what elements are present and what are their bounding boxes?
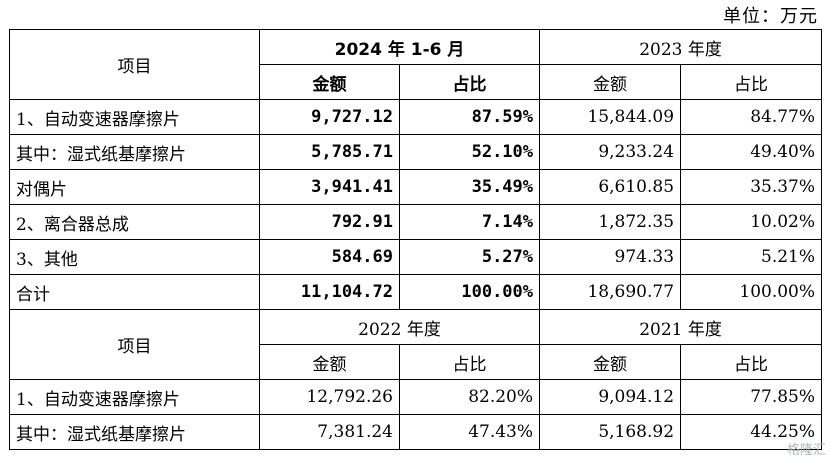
value-cell: 6,610.85 bbox=[539, 169, 682, 205]
value-cell: 7.14% bbox=[398, 204, 541, 240]
row-label: 2、离合器总成 bbox=[9, 204, 260, 240]
value-cell: 5.21% bbox=[680, 239, 823, 275]
value-cell: 100.00% bbox=[680, 274, 823, 310]
value-cell: 18,690.77 bbox=[539, 274, 682, 310]
row-label: 其中：湿式纸基摩擦片 bbox=[9, 414, 260, 450]
table-row: 其中：湿式纸基摩擦片 5,785.71 52.10% 9,233.24 49.40% bbox=[9, 134, 823, 170]
value-cell: 11,104.72 bbox=[259, 274, 400, 310]
value-cell: 9,094.12 bbox=[539, 379, 682, 415]
row-label: 3、其他 bbox=[9, 239, 260, 275]
table-row: 1、自动变速器摩擦片 12,792.26 82.20% 9,094.12 77.85% bbox=[9, 379, 823, 415]
watermark: 格隆汇 bbox=[786, 443, 826, 458]
item-header: 项目 bbox=[9, 29, 260, 100]
value-cell: 15,844.09 bbox=[539, 99, 682, 135]
table-row: 3、其他 584.69 5.27% 974.33 5.21% bbox=[9, 239, 823, 275]
value-cell: 10.02% bbox=[680, 204, 823, 240]
header-row: 项目 2022 年度 2021 年度 bbox=[9, 309, 823, 380]
subheader-row: 金额 占比 金额 占比 bbox=[10, 344, 823, 380]
period-header: 2022 年度 bbox=[258, 309, 541, 345]
column-header: 占比 bbox=[680, 344, 823, 380]
period-header: 2024 年 1-6 月 bbox=[258, 29, 541, 65]
value-cell: 5.27% bbox=[398, 239, 541, 275]
value-cell: 84.77% bbox=[680, 99, 823, 135]
table-row: 对偶片 3,941.41 35.49% 6,610.85 35.37% bbox=[9, 169, 823, 205]
column-header: 金额 bbox=[259, 64, 400, 100]
revenue-breakdown-table: 项目 2024 年 1-6 月 2023 年度 金额 占比 金额 占比 1、自动变速器摩擦片 9… bbox=[9, 29, 823, 450]
value-cell: 49.40% bbox=[680, 134, 823, 170]
value-cell: 5,168.92 bbox=[539, 414, 682, 450]
table-row: 1、自动变速器摩擦片 9,727.12 87.59% 15,844.09 84.77% bbox=[9, 99, 823, 135]
header-row: 项目 2024 年 1-6 月 2023 年度 bbox=[9, 29, 823, 100]
row-label: 1、自动变速器摩擦片 bbox=[9, 379, 260, 415]
value-cell: 35.37% bbox=[680, 169, 823, 205]
unit-label: 单位：万元 bbox=[723, 6, 818, 27]
value-cell: 35.49% bbox=[398, 169, 541, 205]
column-header: 金额 bbox=[259, 344, 400, 380]
value-cell: 87.59% bbox=[398, 99, 541, 135]
value-cell: 44.25% bbox=[680, 414, 823, 450]
period-header: 2023 年度 bbox=[539, 29, 823, 65]
item-header: 项目 bbox=[9, 309, 260, 380]
value-cell: 47.43% bbox=[398, 414, 541, 450]
table-body: 项目 2024 年 1-6 月 2023 年度 金额 占比 金额 占比 1、自动变速器摩擦片 9… bbox=[9, 29, 823, 450]
value-cell: 792.91 bbox=[259, 204, 400, 240]
row-label: 对偶片 bbox=[9, 169, 260, 205]
value-cell: 9,233.24 bbox=[539, 134, 682, 170]
value-cell: 5,785.71 bbox=[259, 134, 400, 170]
value-cell: 584.69 bbox=[259, 239, 400, 275]
table-row: 合计 11,104.72 100.00% 18,690.77 100.00% bbox=[9, 274, 823, 310]
row-label: 1、自动变速器摩擦片 bbox=[9, 99, 260, 135]
period-header: 2021 年度 bbox=[539, 309, 823, 345]
value-cell: 3,941.41 bbox=[259, 169, 400, 205]
column-header: 金额 bbox=[539, 64, 682, 100]
value-cell: 12,792.26 bbox=[259, 379, 400, 415]
value-cell: 7,381.24 bbox=[259, 414, 400, 450]
column-header: 占比 bbox=[398, 344, 541, 380]
column-header: 占比 bbox=[398, 64, 541, 100]
value-cell: 974.33 bbox=[539, 239, 682, 275]
row-label: 其中：湿式纸基摩擦片 bbox=[9, 134, 260, 170]
value-cell: 9,727.12 bbox=[259, 99, 400, 135]
table-row: 2、离合器总成 792.91 7.14% 1,872.35 10.02% bbox=[9, 204, 823, 240]
table-row: 其中：湿式纸基摩擦片 7,381.24 47.43% 5,168.92 44.25% bbox=[9, 414, 823, 450]
column-header: 金额 bbox=[539, 344, 682, 380]
value-cell: 100.00% bbox=[398, 274, 541, 310]
column-header: 占比 bbox=[680, 64, 823, 100]
value-cell: 52.10% bbox=[398, 134, 541, 170]
value-cell: 77.85% bbox=[680, 379, 823, 415]
value-cell: 82.20% bbox=[398, 379, 541, 415]
value-cell: 1,872.35 bbox=[539, 204, 682, 240]
subheader-row: 金额 占比 金额 占比 bbox=[10, 64, 823, 100]
row-label: 合计 bbox=[9, 274, 260, 310]
